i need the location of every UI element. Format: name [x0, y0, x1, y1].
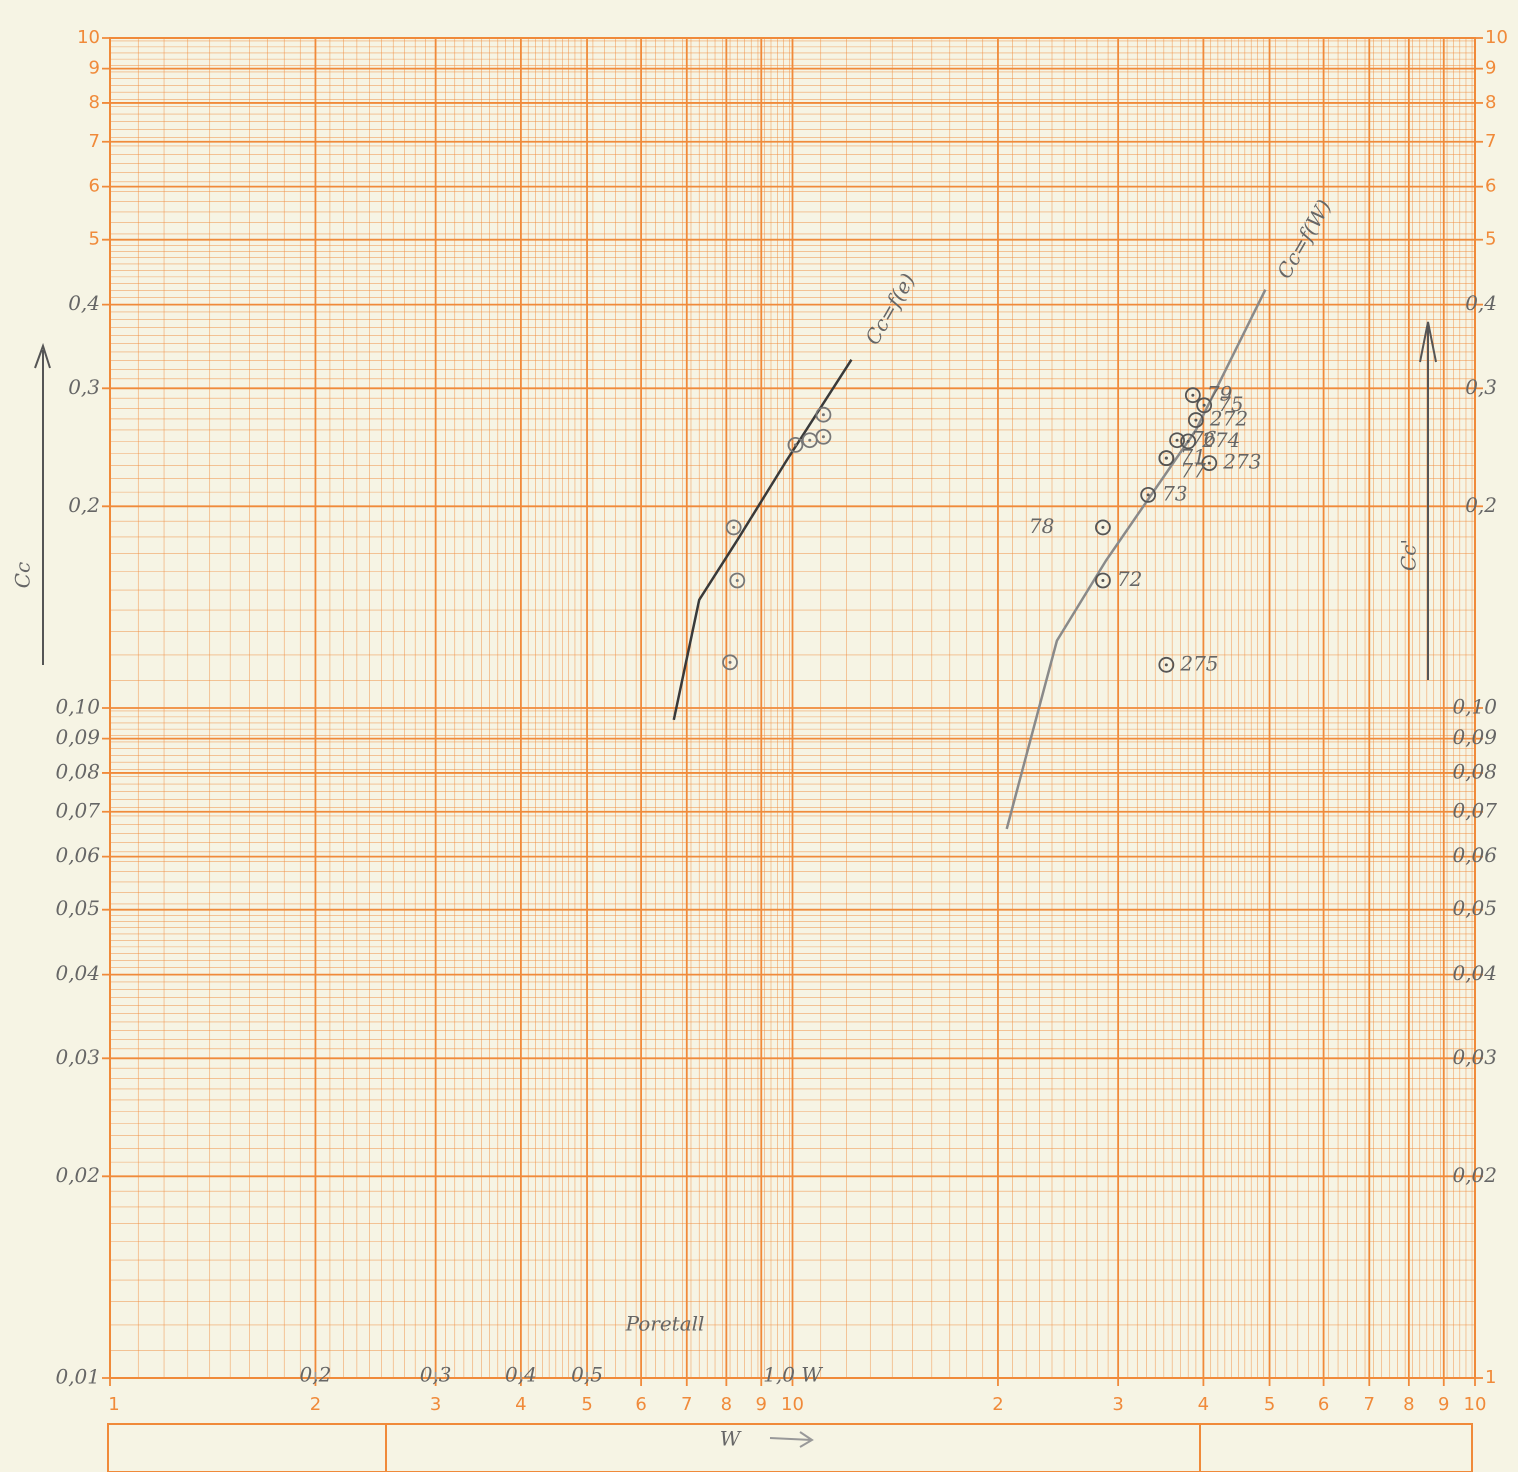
- y-tick-label: 10: [77, 27, 100, 48]
- data-point-dot: [822, 413, 825, 416]
- data-point-dot: [729, 661, 732, 664]
- data-point-dot: [1147, 493, 1150, 496]
- x-tick-label: 8: [1403, 1394, 1414, 1415]
- x-tick-label: 4: [1198, 1394, 1209, 1415]
- data-point-dot: [736, 579, 739, 582]
- data-point-dot: [822, 435, 825, 438]
- x-tick-label: 6: [635, 1394, 646, 1415]
- point-label: 72: [1117, 567, 1142, 591]
- y2-tick-label: 0,09: [1452, 725, 1497, 749]
- y-tick-label: 0,03: [55, 1045, 100, 1069]
- x-tick-label: 9: [1438, 1394, 1449, 1415]
- y2-tick-label: 0,07: [1452, 798, 1497, 822]
- x-tick-label: 1: [108, 1394, 119, 1415]
- y-tick-label: 0,06: [55, 843, 100, 867]
- data-point-dot: [1187, 440, 1190, 443]
- y-tick-label: 5: [89, 229, 100, 250]
- y2-tick-label: 8: [1485, 92, 1496, 113]
- x-tick-label: 4: [515, 1394, 526, 1415]
- x-tick-label: 5: [1264, 1394, 1275, 1415]
- y-tick-label: 7: [89, 131, 100, 152]
- x-tick-label: 10: [1464, 1394, 1487, 1415]
- data-point-dot: [1101, 526, 1104, 529]
- point-label: 73: [1162, 481, 1187, 505]
- curve: [1007, 290, 1266, 829]
- x-tick-label-handwritten: 1,0 W: [763, 1363, 823, 1387]
- y-tick-label: 0,04: [55, 961, 100, 985]
- data-point-dot: [794, 443, 797, 446]
- y2-tick-label: 0,04: [1452, 961, 1497, 985]
- y-tick-label: 8: [89, 92, 100, 113]
- y-tick-label: 0,08: [55, 759, 100, 783]
- y-tick-label: 0,01: [55, 1365, 100, 1389]
- x-tick-label: 5: [581, 1394, 592, 1415]
- y-axis-label: Cc: [11, 562, 35, 589]
- y2-tick-label: 6: [1485, 176, 1496, 197]
- point-label: 273: [1222, 450, 1261, 474]
- point-label: 272: [1209, 407, 1248, 431]
- y2-tick-label: 0,08: [1452, 759, 1497, 783]
- data-point-dot: [1165, 663, 1168, 666]
- x-tick-label: 7: [681, 1394, 692, 1415]
- data-point-dot: [1191, 394, 1194, 397]
- y2-tick-label: 9: [1485, 58, 1496, 79]
- y2-tick-label: 0,3: [1465, 375, 1497, 399]
- data-point-dot: [808, 439, 811, 442]
- y2-tick-label: 7: [1485, 131, 1496, 152]
- curve: [674, 360, 852, 720]
- data-point-dot: [732, 526, 735, 529]
- y2-tick-label: 5: [1485, 229, 1496, 250]
- x-tick-label-handwritten: 0,5: [571, 1363, 603, 1387]
- y-tick-label: 0,4: [68, 291, 100, 315]
- y2-tick-label: 0,4: [1465, 291, 1497, 315]
- point-label: 77: [1180, 459, 1206, 483]
- annotation: Poretall: [625, 1312, 705, 1336]
- x-tick-label: 10: [781, 1394, 804, 1415]
- x-tick-label: 3: [430, 1394, 441, 1415]
- y-tick-label: 0,10: [55, 695, 100, 719]
- x-tick-label: 7: [1364, 1394, 1375, 1415]
- x-tick-label-handwritten: 0,2: [300, 1363, 332, 1387]
- y2-tick-label: 1: [1485, 1367, 1496, 1388]
- data-point-dot: [1101, 579, 1104, 582]
- y2-axis-label: Cc': [1397, 539, 1421, 571]
- x-tick-label: 8: [721, 1394, 732, 1415]
- point-label: 275: [1179, 651, 1218, 675]
- x-tick-label: 2: [310, 1394, 321, 1415]
- x-tick-label: 2: [992, 1394, 1003, 1415]
- y2-tick-label: 0,03: [1452, 1045, 1497, 1069]
- y2-tick-label: 0,05: [1452, 896, 1497, 920]
- data-point-dot: [1176, 439, 1179, 442]
- y-tick-label: 0,3: [68, 375, 100, 399]
- data-point-dot: [1194, 419, 1197, 422]
- y-tick-label: 6: [89, 176, 100, 197]
- point-label: 78: [1029, 514, 1054, 538]
- title-block: [108, 1424, 1472, 1472]
- x-tick-label-handwritten: 0,4: [505, 1363, 537, 1387]
- data-point-dot: [1203, 404, 1206, 407]
- curve-label: Cc=f(e): [860, 269, 920, 349]
- chart: Cc Cc' W Poretall 1234567891023456789100…: [0, 0, 1518, 1472]
- y2-tick-label: 10: [1485, 27, 1508, 48]
- y-tick-label: 9: [89, 58, 100, 79]
- data-point-dot: [1208, 462, 1211, 465]
- data-point-dot: [1165, 457, 1168, 460]
- x-axis-label: W: [720, 1427, 742, 1451]
- point-label: 274: [1201, 428, 1240, 452]
- x-tick-label: 9: [756, 1394, 767, 1415]
- x-tick-label-handwritten: 0,3: [420, 1363, 452, 1387]
- y2-tick-label: 0,2: [1465, 493, 1497, 517]
- y2-tick-label: 0,02: [1452, 1163, 1497, 1187]
- y-tick-label: 0,2: [68, 493, 100, 517]
- page: Cc Cc' W Poretall 1234567891023456789100…: [0, 0, 1518, 1472]
- y-tick-label: 0,05: [55, 896, 100, 920]
- y2-tick-label: 0,10: [1452, 695, 1497, 719]
- x-arrow: [770, 1432, 812, 1447]
- y2-tick-label: 0,06: [1452, 843, 1497, 867]
- x-tick-label: 3: [1112, 1394, 1123, 1415]
- y-tick-label: 0,02: [55, 1163, 100, 1187]
- y-tick-label: 0,07: [55, 798, 100, 822]
- y-tick-label: 0,09: [55, 725, 100, 749]
- x-tick-label: 6: [1318, 1394, 1329, 1415]
